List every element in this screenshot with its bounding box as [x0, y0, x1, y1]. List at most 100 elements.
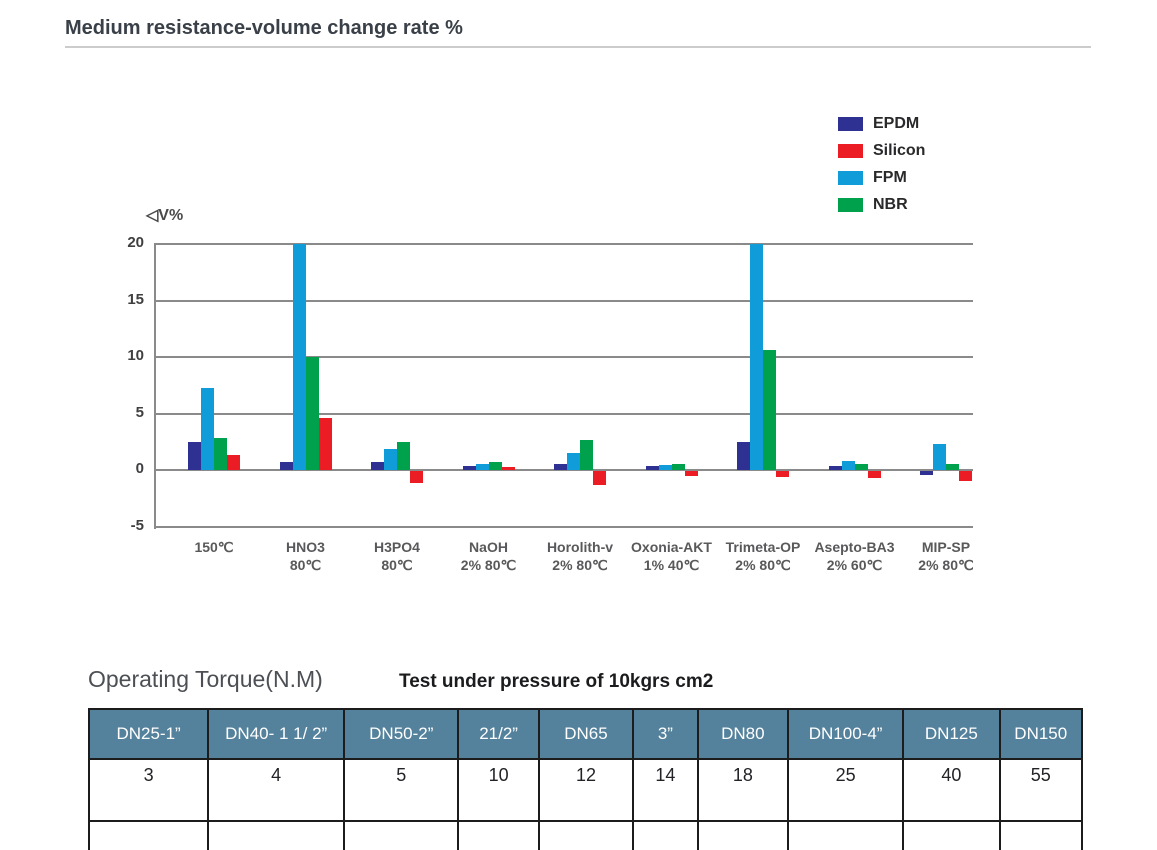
legend-label: Silicon: [873, 141, 926, 159]
legend-swatch-epdm: [838, 116, 863, 131]
legend-item: NBR: [838, 191, 925, 218]
torque-value-cell: 40: [902, 758, 1001, 822]
gridline-y--5: [154, 526, 973, 528]
x-category-line: Oxonia-AKT: [631, 539, 712, 555]
bar-silicon-0: [227, 454, 240, 471]
torque-cutoff-cell: [998, 820, 1084, 850]
x-category-line: H3PO4: [374, 539, 420, 555]
torque-col-header: DN50-2”: [343, 708, 460, 760]
torque-test-condition: Test under pressure of 10kgrs cm2: [399, 671, 714, 692]
x-category-label: NaOH 2% 80℃: [424, 538, 554, 574]
legend-label: FPM: [873, 168, 907, 186]
torque-cutoff-cell: [207, 820, 346, 850]
bar-silicon-8: [959, 471, 972, 481]
x-axis-labels: 150℃ HNO3 80℃ H3PO4 80℃ NaOH 2% 80℃ Horolith-v 2…: [154, 538, 1054, 583]
torque-cutoff-cell: [457, 820, 540, 850]
y-tick-label: -5: [130, 517, 144, 534]
gridline-y-5: [154, 412, 973, 415]
torque-value-cell: 25: [787, 758, 905, 822]
x-category-line: NaOH: [469, 539, 508, 555]
torque-cutoff-cell: [632, 820, 699, 850]
gridline-y-10: [154, 356, 973, 359]
gridline-y-15: [154, 299, 973, 302]
bar-fpm-6: [750, 244, 763, 471]
x-category-line: 2% 80℃: [918, 557, 974, 573]
bar-nbr-0: [214, 437, 227, 471]
bar-fpm-0: [201, 387, 214, 471]
x-category-line: 80℃: [289, 557, 322, 573]
x-category-label: 150℃: [149, 538, 279, 556]
bar-nbr-1: [305, 357, 319, 471]
x-category-line: MIP-SP: [921, 539, 971, 555]
legend-item: FPM: [838, 164, 925, 191]
bar-silicon-5: [684, 471, 698, 476]
torque-col-header: DN125: [902, 708, 1001, 760]
y-tick-label: 20: [127, 234, 144, 251]
bar-silicon-4: [593, 471, 606, 485]
bar-epdm-2: [371, 462, 384, 471]
x-category-label: Asepto-BA3 2% 60℃: [790, 538, 920, 574]
bar-silicon-2: [410, 471, 423, 483]
torque-value-cell: 4: [207, 758, 346, 822]
x-category-label: Horolith-v 2% 80℃: [515, 538, 645, 574]
bar-fpm-2: [384, 448, 397, 471]
torque-value-cell: 10: [457, 758, 540, 822]
bar-fpm-1: [292, 244, 306, 471]
torque-cutoff-cell: [787, 820, 905, 850]
gridline-y-20: [154, 243, 973, 245]
torque-col-header: DN100-4”: [787, 708, 905, 760]
torque-cutoff-cell: [343, 820, 460, 850]
bar-epdm-7: [828, 466, 842, 471]
legend-item: Silicon: [838, 137, 925, 164]
title-underline: [65, 46, 1091, 48]
bar-epdm-0: [188, 442, 201, 471]
torque-cutoff-cell: [537, 820, 635, 850]
x-category-line: 2% 80℃: [552, 557, 608, 573]
legend-item: EPDM: [838, 110, 925, 137]
bar-nbr-6: [763, 350, 776, 471]
y-tick-label: 5: [135, 403, 144, 421]
bar-epdm-3: [462, 465, 476, 471]
torque-header-row: DN25-1” DN40- 1 1/ 2” DN50-2” 21/2” DN65 3” DN…: [87, 708, 1084, 760]
x-category-line: 2% 80℃: [460, 557, 517, 573]
x-category-line: HNO3: [286, 539, 325, 555]
x-category-line: 2% 60℃: [826, 557, 883, 573]
torque-col-header: DN80: [696, 708, 790, 760]
x-category-line: 1% 40℃: [643, 557, 700, 573]
bar-fpm-4: [567, 453, 580, 471]
legend-swatch-nbr: [838, 197, 863, 212]
gridline-y-0: [154, 469, 973, 472]
bar-nbr-4: [580, 439, 593, 471]
bar-epdm-8: [920, 471, 933, 475]
y-axis-line: [154, 244, 156, 529]
x-category-label: MIP-SP 2% 80℃: [881, 538, 1011, 574]
torque-cutoff-cell: [696, 820, 790, 850]
torque-cutoff-cell: [87, 820, 210, 850]
bar-nbr-3: [488, 462, 502, 471]
torque-value-row: 3 4 5 10 12 14 18 25 40 55: [87, 758, 1084, 822]
torque-value-cell: 18: [696, 758, 790, 822]
torque-cutoff-cell: [902, 820, 1001, 850]
legend-swatch-fpm: [838, 170, 863, 185]
x-category-line: Trimeta-OP: [725, 539, 801, 555]
bar-nbr-2: [397, 442, 410, 471]
x-category-label: H3PO4 80℃: [332, 538, 462, 574]
x-category-line: Asepto-BA3: [814, 539, 895, 555]
x-category-label: Oxonia-AKT 1% 40℃: [607, 538, 737, 574]
operating-torque-table: DN25-1” DN40- 1 1/ 2” DN50-2” 21/2” DN65 3” DN…: [87, 708, 1084, 850]
torque-value-cell: 55: [998, 758, 1084, 822]
bar-fpm-8: [933, 444, 946, 471]
torque-value-cell: 12: [537, 758, 635, 822]
x-category-line: 2% 80℃: [735, 557, 791, 573]
y-tick-label: 15: [127, 290, 144, 308]
torque-section-title: Operating Torque(N.M): [88, 666, 323, 692]
x-category-label: Trimeta-OP 2% 80℃: [698, 538, 828, 574]
bar-silicon-1: [318, 418, 332, 471]
bar-epdm-6: [737, 442, 750, 471]
torque-col-header: 3”: [632, 708, 699, 760]
torque-col-header: DN65: [537, 708, 635, 760]
bar-epdm-5: [645, 466, 659, 471]
bar-silicon-6: [776, 471, 789, 478]
bar-fpm-3: [475, 464, 489, 471]
torque-col-header: 21/2”: [457, 708, 540, 760]
